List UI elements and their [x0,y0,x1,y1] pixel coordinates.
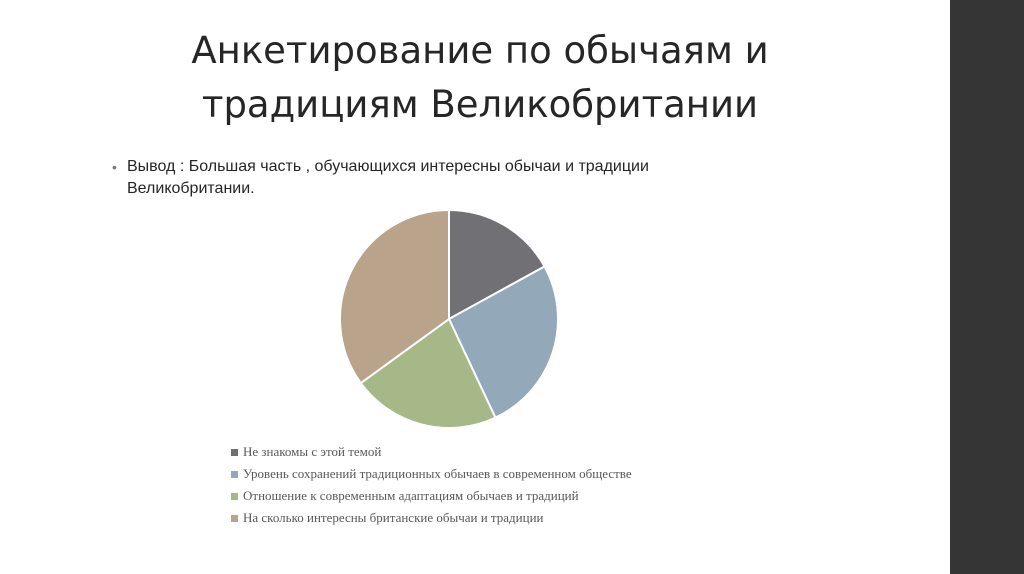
legend-swatch [231,470,238,478]
legend-label: Не знакомы с этой темой [243,444,382,459]
legend-item-2: Уровень сохранений традиционных обычаев … [231,463,632,485]
title-line-1: Анкетирование по обычаям и [191,29,769,72]
legend-item-4: На сколько интересны британские обычаи и… [231,507,632,529]
pie-slice-2 [447,265,559,419]
legend-swatch [231,448,238,456]
pie-chart [339,208,559,429]
legend-label: На сколько интересны британские обычаи и… [243,510,544,525]
bullet-dot: • [112,159,117,175]
slide-title: Анкетирование по обычаям и традициям Вел… [110,24,850,132]
pie-slice-1 [448,208,546,321]
legend-label: Отношение к современным адаптациям обыча… [243,488,579,503]
pie-slice-3 [359,317,497,429]
legend-item-1: Не знакомы с этой темой [231,441,632,463]
legend-swatch [231,492,238,500]
right-sidebar-strip [950,0,1024,574]
bullet-text-line-2: Великобритании. [127,180,255,197]
pie-slice-4 [339,208,450,385]
slide: Анкетирование по обычаям и традициям Вел… [110,24,850,529]
chart-legend: Не знакомы с этой темой Уровень сохранени… [231,441,632,529]
legend-item-3: Отношение к современным адаптациям обыча… [231,485,632,507]
legend-swatch [231,514,238,522]
title-line-2: традициям Великобритании [201,83,759,126]
legend-label: Уровень сохранений традиционных обычаев … [243,466,632,481]
bullet-text-line-1: Вывод : Большая часть , обучающихся инте… [127,158,649,175]
bullet-item: • Вывод : Большая часть , обучающихся ин… [112,156,752,200]
